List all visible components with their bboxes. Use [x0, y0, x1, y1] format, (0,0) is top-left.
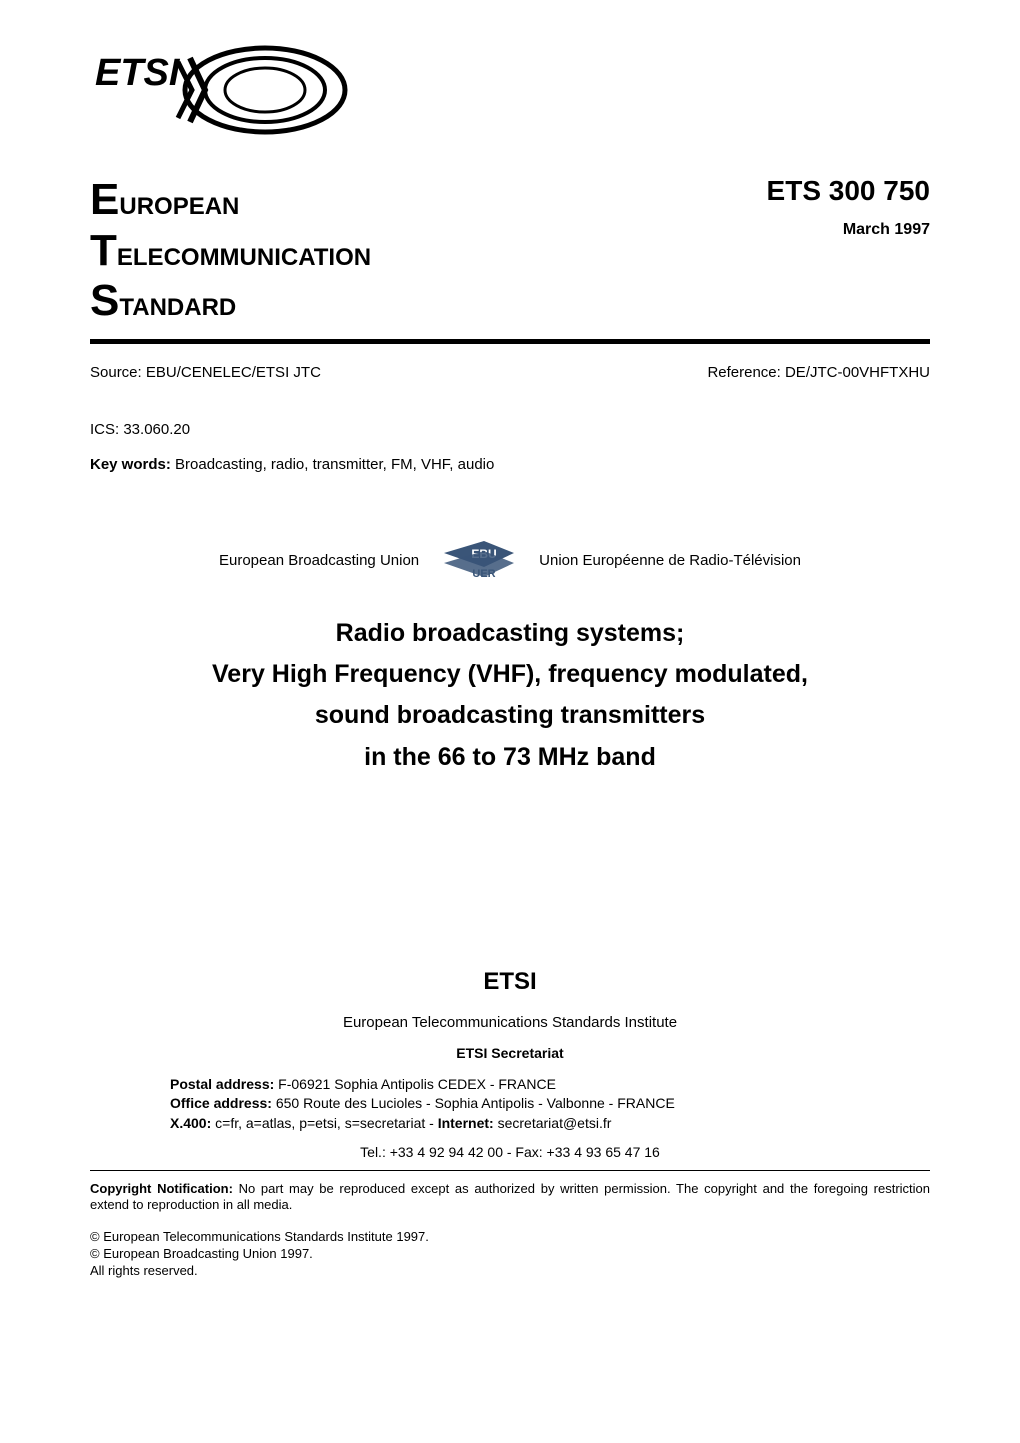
etsi-logo: ETSI: [90, 40, 360, 140]
copyright-notice: Copyright Notification: No part may be r…: [90, 1181, 930, 1214]
postal-value: F-06921 Sophia Antipolis CEDEX - FRANCE: [278, 1076, 556, 1092]
etsi-heading: ETSI: [90, 968, 930, 996]
initial-e: E: [90, 175, 119, 226]
postal-label: Postal address:: [170, 1076, 278, 1092]
document-title: Radio broadcasting systems; Very High Fr…: [90, 613, 930, 778]
x400-internet-line: X.400: c=fr, a=atlas, p=etsi, s=secretar…: [170, 1114, 930, 1134]
copyright-lines: © European Telecommunications Standards …: [90, 1229, 930, 1280]
office-value: 650 Route des Lucioles - Sophia Antipoli…: [276, 1095, 675, 1111]
initial-t: T: [90, 226, 117, 277]
office-address-line: Office address: 650 Route des Lucioles -…: [170, 1094, 930, 1114]
title-line-2: Very High Frequency (VHF), frequency mod…: [90, 654, 930, 695]
keywords-value: Broadcasting, radio, transmitter, FM, VH…: [175, 456, 494, 473]
word-european: UROPEAN: [119, 193, 239, 221]
etsi-logo-container: ETSI: [90, 40, 930, 145]
doc-type-line-3: S TANDARD: [90, 276, 371, 327]
copyright-line-2: © European Broadcasting Union 1997.: [90, 1246, 930, 1263]
postal-address-line: Postal address: F-06921 Sophia Antipolis…: [170, 1075, 930, 1095]
etsi-secretariat: ETSI Secretariat: [90, 1045, 930, 1061]
header-right-column: ETS 300 750 March 1997: [767, 175, 930, 239]
ebu-row: European Broadcasting Union EBU UER Unio…: [90, 533, 930, 588]
document-type: E UROPEAN T ELECOMMUNICATION S TANDARD: [90, 175, 371, 327]
title-line-4: in the 66 to 73 MHz band: [90, 737, 930, 778]
horizontal-rule-thick: [90, 339, 930, 344]
ets-number: ETS 300 750: [767, 175, 930, 207]
source-reference-row: Source: EBU/CENELEC/ETSI JTC Reference: …: [90, 364, 930, 381]
word-telecommunication: ELECOMMUNICATION: [117, 244, 371, 272]
ebu-logo-bottom-text: UER: [473, 568, 496, 580]
keywords-label: Key words:: [90, 456, 175, 473]
issue-date: March 1997: [767, 221, 930, 239]
contact-block: Postal address: F-06921 Sophia Antipolis…: [90, 1075, 930, 1134]
x400-value: c=fr, a=atlas, p=etsi, s=secretariat -: [215, 1115, 438, 1131]
copyright-line-3: All rights reserved.: [90, 1263, 930, 1280]
etsi-subheading: European Telecommunications Standards In…: [90, 1014, 930, 1031]
internet-value: secretariat@etsi.fr: [498, 1115, 612, 1131]
ebu-left-text: European Broadcasting Union: [219, 552, 419, 569]
doc-type-line-1: E UROPEAN: [90, 175, 371, 226]
keywords-line: Key words: Broadcasting, radio, transmit…: [90, 456, 930, 473]
copyright-notice-label: Copyright Notification:: [90, 1181, 239, 1196]
tel-fax-line: Tel.: +33 4 92 94 42 00 - Fax: +33 4 93 …: [90, 1144, 930, 1160]
copyright-line-1: © European Telecommunications Standards …: [90, 1229, 930, 1246]
x400-label: X.400:: [170, 1115, 215, 1131]
header-row: E UROPEAN T ELECOMMUNICATION S TANDARD E…: [90, 175, 930, 327]
reference-text: Reference: DE/JTC-00VHFTXHU: [707, 364, 930, 381]
doc-type-line-2: T ELECOMMUNICATION: [90, 226, 371, 277]
ebu-logo: EBU UER: [439, 533, 519, 588]
office-label: Office address:: [170, 1095, 276, 1111]
svg-text:ETSI: ETSI: [95, 52, 181, 94]
title-line-3: sound broadcasting transmitters: [90, 695, 930, 736]
source-text: Source: EBU/CENELEC/ETSI JTC: [90, 364, 321, 381]
internet-label: Internet:: [438, 1115, 498, 1131]
title-line-1: Radio broadcasting systems;: [90, 613, 930, 654]
word-standard: TANDARD: [119, 294, 236, 322]
horizontal-rule-thin: [90, 1170, 930, 1171]
ics-line: ICS: 33.060.20: [90, 421, 930, 438]
ebu-right-text: Union Européenne de Radio-Télévision: [539, 552, 801, 569]
initial-s: S: [90, 276, 119, 327]
